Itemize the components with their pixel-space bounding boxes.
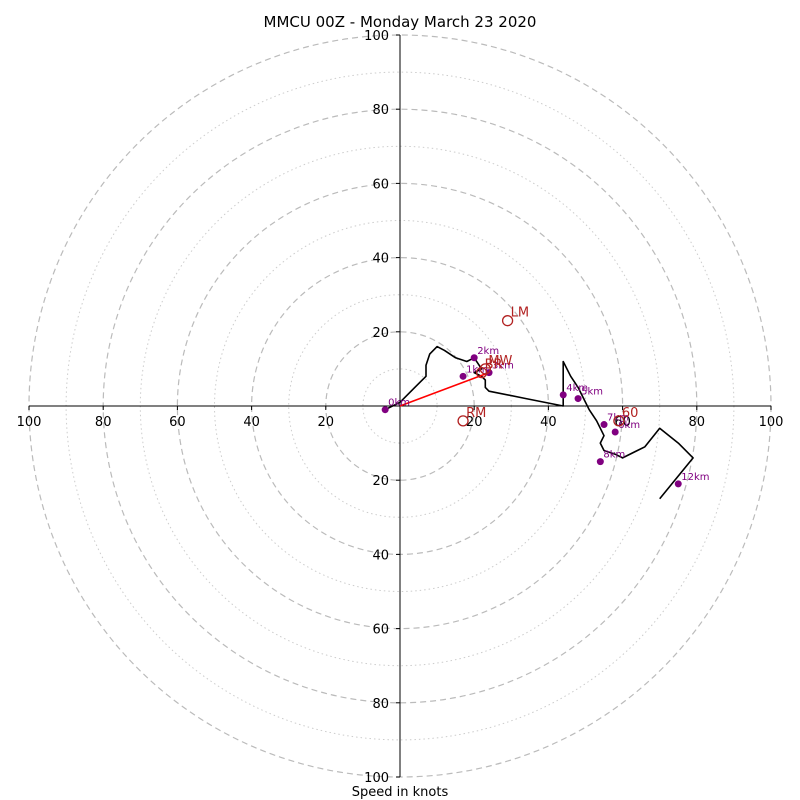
y-tick-label: 20 xyxy=(372,326,389,341)
storm-label-60: 60 xyxy=(622,406,639,421)
x-axis-label: Speed in knots xyxy=(352,785,449,800)
x-tick-label: 20 xyxy=(318,415,335,430)
storm-marker-lm xyxy=(501,315,514,327)
height-marker-7km xyxy=(600,421,608,429)
x-tick-label: 60 xyxy=(169,415,186,430)
height-label-2km: 2km xyxy=(477,346,499,357)
height-label-4km: 4km xyxy=(566,383,588,394)
height-marker-5km xyxy=(574,395,582,403)
height-label-6km: 6km xyxy=(618,420,640,431)
storm-marker-60 xyxy=(613,415,625,427)
storm-marker-rm xyxy=(457,415,469,427)
height-marker-2km xyxy=(470,354,478,362)
height-label-5km: 5km xyxy=(581,387,603,398)
storm-label-mw: MW xyxy=(488,354,512,369)
height-marker-8km xyxy=(596,458,604,466)
x-tick-label: 40 xyxy=(243,415,260,430)
height-label-3km: 3km xyxy=(492,361,514,372)
storm-marker-mw xyxy=(479,363,491,375)
storm-label-br: BR xyxy=(485,358,503,373)
y-tick-label: 40 xyxy=(372,548,389,563)
hodograph-line xyxy=(384,345,694,500)
hodograph-series xyxy=(384,345,694,500)
y-tick-label: 100 xyxy=(364,771,389,786)
height-marker-1km xyxy=(459,372,467,380)
x-tick-label: 40 xyxy=(540,415,557,430)
y-tick-label: 60 xyxy=(372,623,389,638)
height-marker-4km xyxy=(559,391,567,399)
height-marker-0km xyxy=(381,406,389,414)
y-tick-label: 100 xyxy=(364,29,389,44)
shear-vector xyxy=(399,371,490,407)
y-tick-label: 40 xyxy=(372,252,389,267)
chart-title: MMCU 00Z - Monday March 23 2020 xyxy=(264,13,537,31)
storm-label-lm: LM xyxy=(511,306,529,321)
y-tick-label: 20 xyxy=(372,474,389,489)
x-tick-label: 100 xyxy=(17,415,42,430)
height-label-12km: 12km xyxy=(681,472,709,483)
y-tick-label: 60 xyxy=(372,177,389,192)
storm-marker-br xyxy=(475,366,488,379)
storm-motion-markers: LM MW RM BR 60 xyxy=(457,306,639,427)
height-label-7km: 7km xyxy=(607,413,629,424)
height-marker-6km xyxy=(611,428,619,436)
height-label-0km: 0km xyxy=(388,398,410,409)
x-tick-label: 80 xyxy=(689,415,706,430)
height-label-8km: 8km xyxy=(603,450,625,461)
y-tick-label: 80 xyxy=(372,697,389,712)
x-tick-label: 20 xyxy=(466,415,483,430)
x-tick-label: 80 xyxy=(95,415,112,430)
tick-labels: 100 80 60 40 20 20 40 60 80 100 100 80 60 40 20 20 40 60 8… xyxy=(17,29,784,786)
storm-label-rm: RM xyxy=(466,406,486,421)
height-marker-12km xyxy=(674,480,682,488)
y-tick-label: 80 xyxy=(372,103,389,118)
x-tick-label: 100 xyxy=(759,415,784,430)
